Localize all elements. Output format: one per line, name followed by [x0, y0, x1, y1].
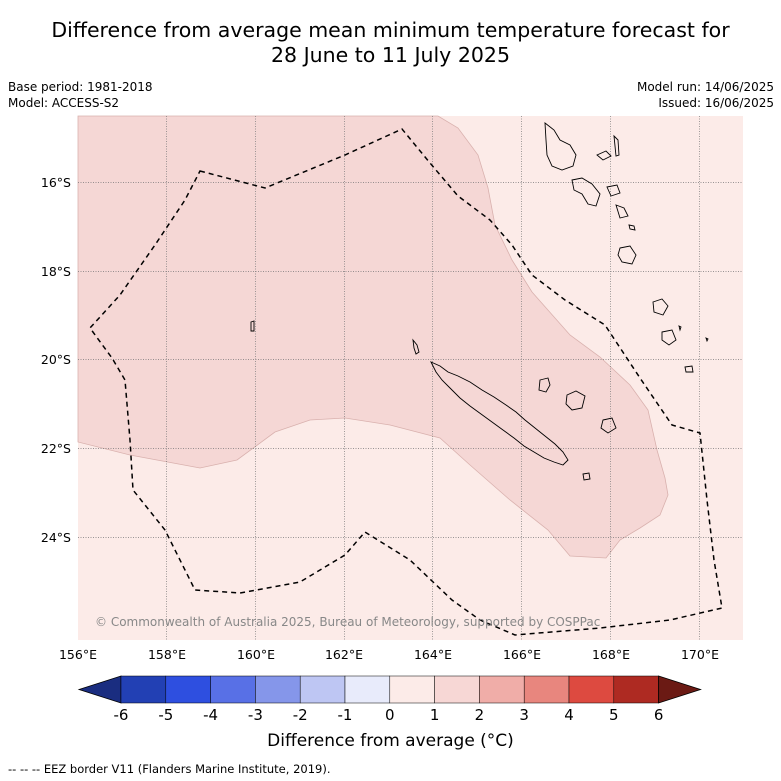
- colorbar-tick-label: -2: [293, 706, 308, 724]
- meta-right: Model run: 14/06/2025 Issued: 16/06/2025: [637, 79, 774, 111]
- island-tanna: [661, 329, 677, 346]
- lat-tick-20: 20°S: [41, 352, 71, 367]
- lon-tick-162: 162°E: [325, 647, 363, 662]
- colorbar: [77, 675, 702, 704]
- colorbar-swatch: [165, 675, 211, 704]
- island-erromango: [652, 298, 669, 316]
- copyright-notice: © Commonwealth of Australia 2025, Bureau…: [95, 615, 600, 629]
- island-malo: [596, 150, 612, 161]
- colorbar-swatch: [344, 675, 391, 704]
- colorbar-swatch: [479, 675, 525, 704]
- eez-footnote: -- -- -- EEZ border V11 (Flanders Marine…: [8, 762, 331, 776]
- lon-tick-170: 170°E: [681, 647, 719, 662]
- island-futuna: [678, 325, 682, 332]
- lon-tick-156: 156°E: [59, 647, 97, 662]
- colorbar-tick-label: -1: [338, 706, 353, 724]
- island-aniwa: [705, 337, 709, 343]
- island-belep: [412, 338, 420, 355]
- island-lifou: [565, 390, 586, 411]
- map-title: Difference from average mean minimum tem…: [0, 18, 781, 68]
- meta-left: Base period: 1981-2018 Model: ACCESS-S2: [8, 79, 153, 111]
- lat-axis-labels: 16°S 18°S 20°S 22°S 24°S: [41, 175, 71, 545]
- colorbar-tick-label: 5: [609, 706, 619, 724]
- model-run: Model run: 14/06/2025: [636, 80, 774, 94]
- colorbar-swatch: [523, 675, 570, 704]
- colorbar-tick-label: 2: [475, 706, 485, 724]
- lon-axis-labels: 156°E 158°E 160°E 162°E 164°E 166°E 168°…: [59, 647, 719, 662]
- colorbar-tick-label: 6: [654, 706, 664, 724]
- colorbar-tick-label: 1: [430, 706, 440, 724]
- lon-tick-164: 164°E: [414, 647, 452, 662]
- lon-tick-158: 158°E: [148, 647, 186, 662]
- island-chesterfield: [250, 320, 255, 332]
- base-period: Base period: 1981-2018: [8, 80, 153, 94]
- colorbar-extend-low: [77, 675, 122, 704]
- island-maewo: [613, 134, 620, 157]
- island-isle-of-pines: [582, 472, 591, 481]
- colorbar-tick-label: -3: [248, 706, 263, 724]
- island-mare: [600, 417, 617, 434]
- lat-tick-22: 22°S: [41, 441, 71, 456]
- colorbar-tick-label: -6: [114, 706, 129, 724]
- lat-tick-18: 18°S: [41, 264, 71, 279]
- island-malekula: [571, 177, 601, 207]
- colorbar-swatch: [389, 675, 435, 704]
- island-aneityum: [684, 365, 694, 373]
- colorbar-swatch: [255, 675, 301, 704]
- island-ouvea: [538, 377, 551, 393]
- colorbar-swatch: [120, 675, 167, 704]
- colorbar-tick-label: 4: [564, 706, 574, 724]
- title-line-1: Difference from average mean minimum tem…: [51, 18, 730, 42]
- model-name: Model: ACCESS-S2: [8, 96, 120, 110]
- title-line-2: 28 June to 11 July 2025: [270, 43, 510, 67]
- colorbar-tick-label: -5: [158, 706, 173, 724]
- lon-tick-168: 168°E: [592, 647, 630, 662]
- colorbar-swatch: [568, 675, 615, 704]
- map-panel: © Commonwealth of Australia 2025, Bureau…: [77, 115, 743, 640]
- lon-tick-166: 166°E: [503, 647, 541, 662]
- new-caledonia-island: [430, 361, 569, 466]
- gridlines: [78, 116, 743, 640]
- colorbar-swatch: [210, 675, 256, 704]
- island-shepherd: [628, 224, 636, 231]
- colorbar-extend-high: [658, 675, 702, 704]
- colorbar-tick-label: 3: [519, 706, 529, 724]
- lat-tick-24: 24°S: [41, 530, 71, 545]
- colorbar-swatch: [299, 675, 346, 704]
- island-efate: [617, 245, 637, 265]
- anomaly-region-1-to-2: [77, 115, 669, 559]
- colorbar-tick-labels: -6 -5 -4 -3 -2 -1 0 1 2 3 4 5 6: [114, 706, 664, 724]
- lat-tick-16: 16°S: [41, 175, 71, 190]
- colorbar-swatch: [434, 675, 480, 704]
- island-ambrym: [606, 184, 621, 197]
- island-espiritu-santo: [544, 122, 577, 171]
- lon-tick-160: 160°E: [237, 647, 275, 662]
- island-epi: [615, 204, 629, 219]
- colorbar-tick-label: 0: [385, 706, 395, 724]
- issued-date: Issued: 16/06/2025: [658, 96, 774, 110]
- colorbar-swatch: [613, 675, 659, 704]
- eez-border: [89, 128, 723, 636]
- colorbar-title: Difference from average (°C): [267, 731, 514, 751]
- colorbar-tick-label: -4: [203, 706, 218, 724]
